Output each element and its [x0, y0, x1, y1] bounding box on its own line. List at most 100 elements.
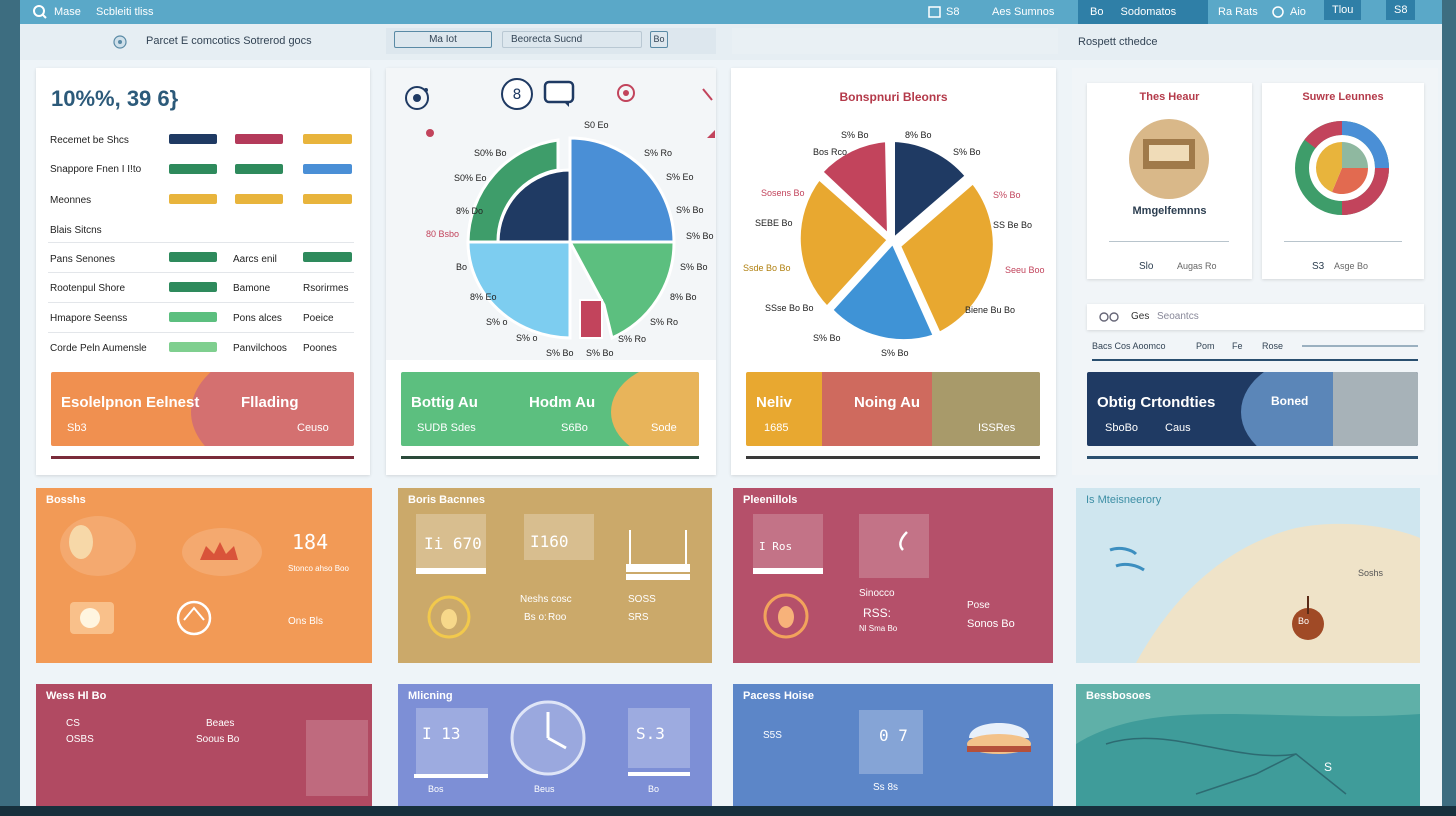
mini-card-2[interactable]: Suwre Leunnes S3 Asge Bo — [1262, 83, 1424, 279]
map-pin-label: Bo — [1298, 616, 1310, 626]
pie-label: S% Eo — [666, 172, 694, 182]
app-name: Mase — [54, 6, 81, 18]
pie-card-1: 8 S0% Bo S0% Eo 8% Do 80 Bsbo — [386, 68, 716, 475]
row-label: Rootenpul Shore — [50, 283, 126, 294]
tab-d[interactable]: Aio — [1290, 6, 1306, 18]
tile-6[interactable]: Mlicning I 13 S.3 Bos Beus Bo — [398, 684, 712, 806]
number-icon[interactable]: 8 — [500, 77, 534, 116]
pie-label: 8% Bo — [905, 130, 932, 140]
filter-d[interactable]: Rose — [1262, 341, 1284, 351]
row-bar — [303, 194, 352, 204]
tile-caption: SOSS — [628, 594, 656, 605]
filter-a[interactable]: Bacs Cos Aoomco — [1092, 341, 1166, 351]
pie-label: S% Bo — [676, 205, 704, 215]
topbar-right-b[interactable]: Aes Sumnos — [992, 6, 1055, 18]
pie-label: S% o — [516, 333, 538, 343]
row-label: Recemet be Shcs — [50, 135, 129, 146]
search-icon — [1099, 311, 1121, 329]
row-col2: Bamone — [233, 283, 271, 294]
tile-8[interactable]: Bessbosoes S — [1076, 684, 1420, 806]
filter-c[interactable]: Fe — [1232, 341, 1243, 351]
pie-banner-2[interactable]: Neliv Noing Au 1685 ISSRes — [746, 372, 1040, 446]
filter-slider[interactable] — [1302, 345, 1418, 347]
search-label: Ges — [1131, 311, 1150, 322]
banner-sub-2: ISSRes — [978, 422, 1016, 434]
mini-card-1[interactable]: Thes Heaur Mmgelfemnns Slo Augas Ro — [1087, 83, 1252, 279]
tile-title: Bessbosoes — [1086, 690, 1151, 702]
subbar-blank-field[interactable] — [732, 28, 1058, 54]
tile-caption: S — [1324, 760, 1333, 774]
tile-caption: Bos — [428, 784, 444, 794]
pie-label: S% Bo — [686, 231, 714, 241]
pie-label: SEBE Bo — [755, 218, 793, 228]
row-bar — [169, 134, 217, 144]
tile-1[interactable]: Bosshs 184 Stonco ahso Boo Ons Bls — [36, 488, 372, 663]
mini-card-1-sub: Mmgelfemnns — [1132, 205, 1207, 217]
map-tile[interactable]: Is Mteisneerory Soshs Bo — [1076, 488, 1420, 663]
tile-2[interactable]: Boris Bacnnes Ii 670 I160 Neshs cosc Bs … — [398, 488, 712, 663]
map-pin-icon[interactable] — [1288, 592, 1330, 647]
pie-label: Ssde Bo Bo — [743, 263, 791, 273]
segment-c[interactable]: Bo — [650, 31, 668, 48]
chat-icon[interactable] — [542, 79, 578, 114]
banner-decor — [611, 372, 699, 446]
tab-c[interactable]: Ra Rats — [1218, 6, 1258, 18]
tile-caption: Sinocco — [859, 588, 895, 599]
tab-active[interactable]: Bo Sodomatos Boo — [1078, 0, 1208, 42]
circle-icon[interactable] — [1272, 0, 1286, 24]
target-icon[interactable] — [404, 84, 432, 117]
pie-label: S% Ro — [650, 317, 679, 327]
tile-underline — [414, 774, 488, 778]
app-section[interactable]: Scbleiti tliss — [96, 6, 154, 18]
segment-a[interactable]: Ma Iot — [394, 31, 492, 48]
mini-card-2-foot-2: Asge Bo — [1334, 261, 1369, 271]
mini-card-2-title: Suwre Leunnes — [1302, 91, 1384, 103]
photo-thumbnail — [1129, 119, 1209, 199]
tile-5[interactable]: Wess Hl Bo CS OSBS Beaes Soous Bo — [36, 684, 372, 806]
pie-slice — [466, 240, 572, 340]
mini-card-1-foot: Slo — [1139, 261, 1154, 272]
tile-3[interactable]: Pleenillols I Ros Sinocco RSS: Pose Nl S… — [733, 488, 1053, 663]
pin-icon[interactable] — [614, 82, 640, 115]
pie-label: Bo — [456, 262, 468, 272]
pie-banner-1[interactable]: Bottig Au Hodm Au SUDB Sdes S6Bo Sode — [401, 372, 699, 446]
map-label: Soshs — [1358, 568, 1384, 578]
grid-icon[interactable] — [928, 0, 942, 24]
row-col2: Panvilchoos — [233, 343, 287, 354]
filter-b[interactable]: Pom — [1196, 341, 1215, 351]
search-bar[interactable]: Ges Seoantcs — [1087, 304, 1424, 330]
refresh-icon[interactable] — [112, 34, 128, 53]
row-bar — [235, 134, 283, 144]
banner-title: Neliv — [756, 394, 792, 411]
pie-slice — [466, 138, 560, 244]
tile-card — [416, 514, 486, 574]
subbar-segment-group: Ma Iot Beorecta Sucnd Bo — [386, 28, 716, 54]
topbar-right-a[interactable]: S8 — [946, 6, 960, 18]
shell-icon — [66, 522, 96, 567]
right-banner[interactable]: Obtig Crtondties Boned SboBo Caus — [1087, 372, 1418, 446]
right-panel: Thes Heaur Mmgelfemnns Slo Augas Ro Suwr… — [1072, 68, 1438, 475]
pie-slice — [818, 138, 892, 241]
pen-icon[interactable] — [702, 88, 714, 107]
divider — [48, 302, 354, 303]
row-label: Pans Senones — [50, 254, 116, 265]
banner-sub-3: Sode — [651, 422, 677, 434]
banner-decor — [191, 372, 354, 446]
subbar-left-label: Parcet E comcotics Sotrerod gocs — [146, 35, 312, 47]
segment-b[interactable]: Beorecta Sucnd — [502, 31, 642, 48]
topbar-button-1[interactable]: Tlou — [1324, 0, 1362, 20]
search-icon[interactable] — [32, 0, 48, 24]
pie-label: S% Bo — [680, 262, 708, 272]
tile-caption: Beus — [534, 784, 555, 794]
banner-title: Obtig Crtondties — [1097, 394, 1216, 411]
svg-text:8: 8 — [513, 87, 522, 103]
row-bar — [303, 134, 352, 144]
topbar-button-2[interactable]: S8 — [1386, 0, 1416, 20]
summary-banner[interactable]: Esolelpnon Eelnest Fllading Sb3 Ceuso — [51, 372, 354, 446]
tile-card — [524, 514, 594, 560]
row-label: Meonnes — [50, 195, 92, 206]
pie-label: 8% Bo — [670, 292, 697, 302]
tile-caption: Roo — [548, 612, 567, 623]
pie-label: Seeu Boo — [1005, 265, 1045, 275]
tile-7[interactable]: Pacess Hoise S5S 0 7 Ss 8s — [733, 684, 1053, 806]
